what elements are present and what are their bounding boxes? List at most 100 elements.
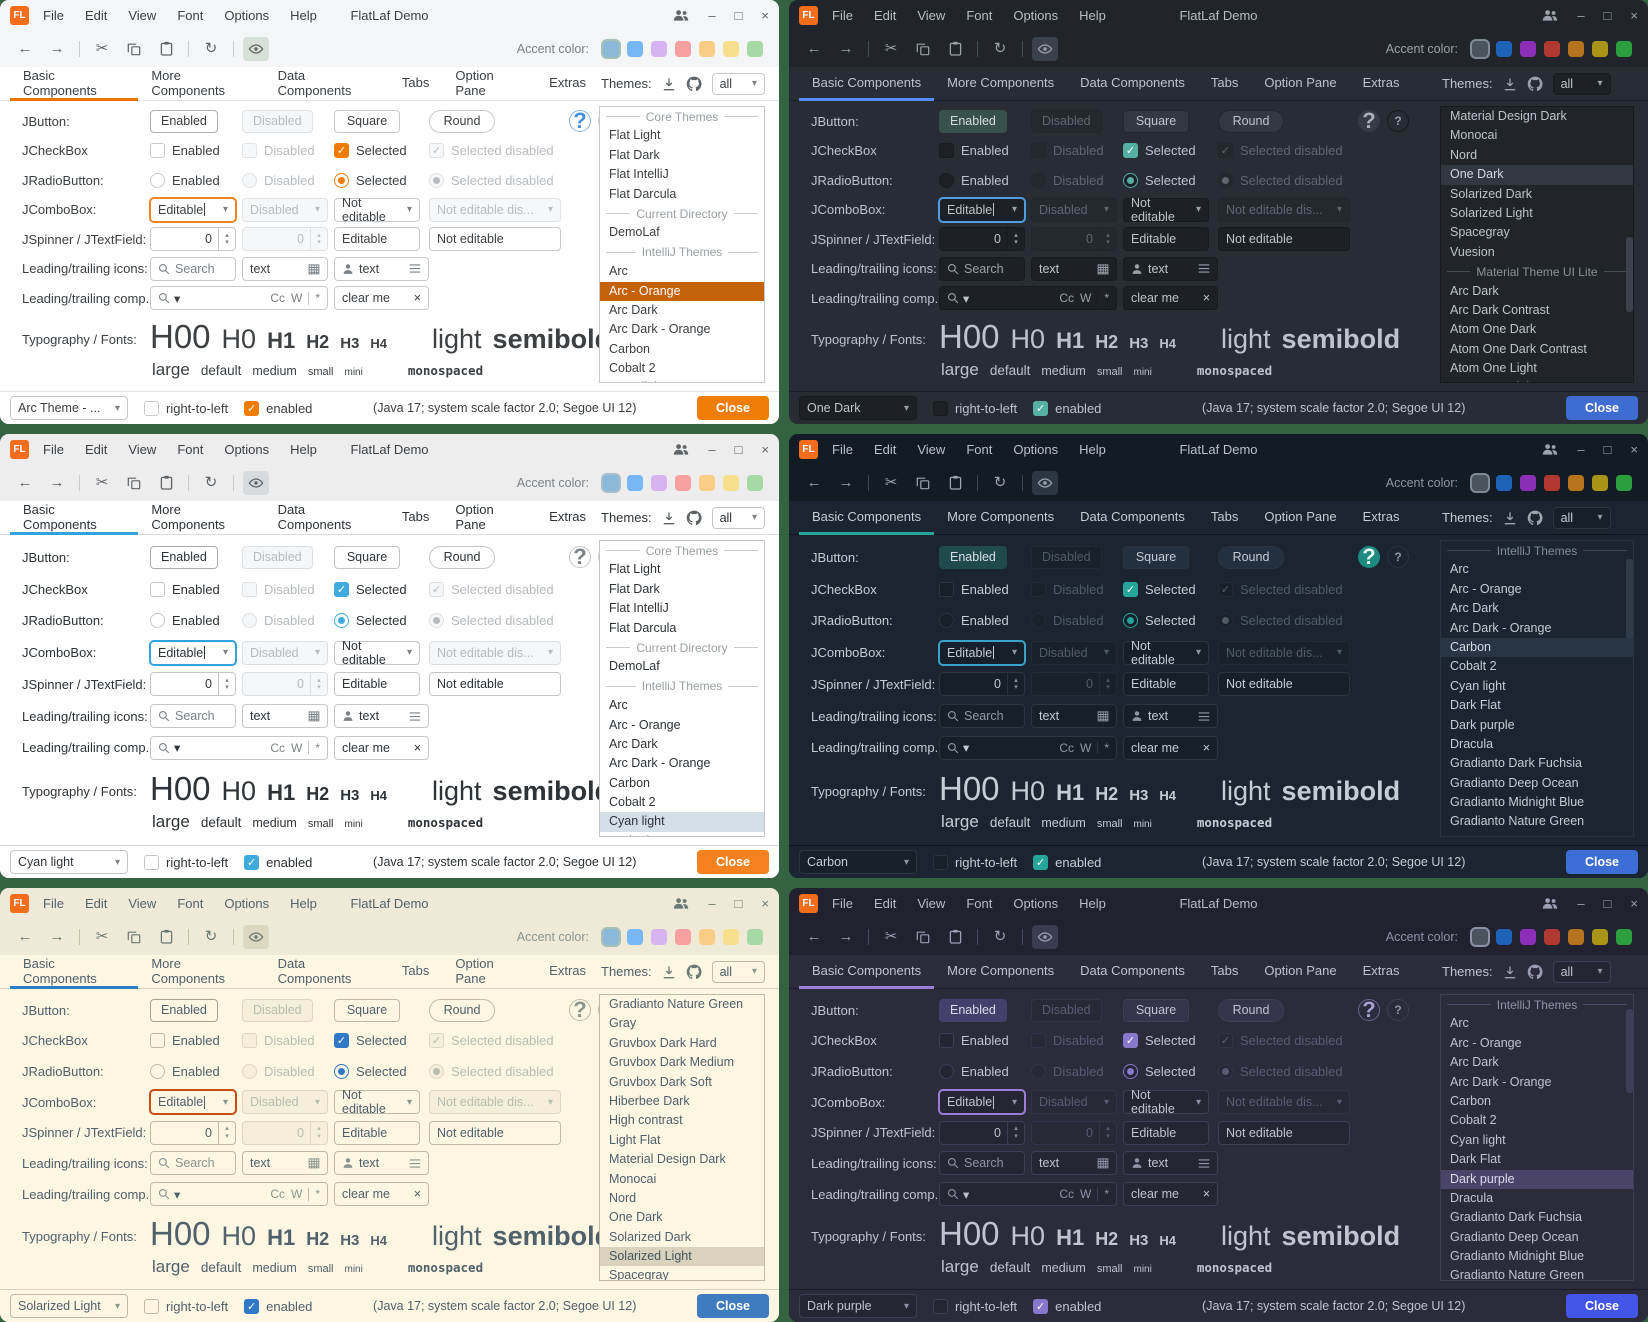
checkbox-enabled[interactable]: Enabled <box>150 581 220 597</box>
menu-font[interactable]: Font <box>966 441 993 457</box>
theme-list-item[interactable]: Gradianto Midnight Blue <box>1450 795 1585 810</box>
theme-list-item[interactable]: Dark Flat <box>600 832 764 836</box>
menu-options[interactable]: Options <box>224 895 270 911</box>
theme-list-item[interactable]: Flat Light <box>609 128 661 143</box>
accent-swatch[interactable] <box>1568 474 1584 491</box>
forward-button[interactable]: → <box>49 474 65 491</box>
accent-swatch[interactable] <box>1520 40 1536 57</box>
close-button[interactable]: Close <box>697 1294 769 1318</box>
refresh-icon[interactable]: ↻ <box>204 474 218 491</box>
theme-list-item[interactable]: Gray <box>609 1016 637 1031</box>
github-icon[interactable] <box>686 76 702 92</box>
cut-icon[interactable]: ✂ <box>95 40 109 57</box>
square-button[interactable]: Square <box>334 998 400 1022</box>
paste-icon[interactable] <box>153 925 179 949</box>
theme-list-item[interactable]: Solarized Light <box>600 1247 764 1267</box>
maximize-button[interactable]: □ <box>734 441 743 457</box>
menu-file[interactable]: File <box>832 441 853 457</box>
eye-icon[interactable] <box>1032 924 1058 949</box>
tab-basic-components[interactable]: Basic Components <box>799 67 935 101</box>
theme-list-item[interactable]: Gradianto Nature Green <box>609 997 744 1011</box>
search-input[interactable]: Search <box>939 704 1025 729</box>
theme-list-item[interactable]: Monocai <box>609 1171 657 1186</box>
enabled-checkbox[interactable]: ✓ enabled <box>244 854 312 870</box>
tab-tabs[interactable]: Tabs <box>1210 963 1239 978</box>
spinner[interactable]: 0 ▴ ▾ <box>939 672 1025 697</box>
search-with-components[interactable]: ▾ Cc W * <box>150 286 328 311</box>
download-icon[interactable] <box>1503 965 1517 979</box>
theme-list-item[interactable]: Flat IntelliJ <box>609 167 669 182</box>
theme-list-item[interactable]: Cobalt 2 <box>1450 659 1497 674</box>
users-icon[interactable] <box>673 896 689 910</box>
menu-view[interactable]: View <box>128 7 157 23</box>
theme-list-item[interactable]: Gruvbox Dark Soft <box>609 1074 712 1089</box>
textfield-calendar[interactable]: text <box>1031 1151 1117 1176</box>
checkbox-selected[interactable]: ✓ Selected <box>334 143 407 159</box>
tab-data-components[interactable]: Data Components <box>277 501 352 532</box>
menu-view[interactable]: View <box>917 895 946 911</box>
help-button[interactable]: ? <box>569 997 591 1022</box>
accent-swatch[interactable] <box>1496 40 1512 57</box>
theme-list-item[interactable]: Atom One Dark <box>1450 322 1537 337</box>
tab-extras[interactable]: Extras <box>549 963 586 978</box>
theme-list-item[interactable]: Arc Dark - Orange <box>1450 620 1552 635</box>
radio-selected[interactable]: Selected <box>334 1063 407 1079</box>
themes-filter-combo[interactable]: all ▾ <box>711 960 765 983</box>
paste-icon[interactable] <box>153 37 179 61</box>
accent-swatch[interactable] <box>675 928 691 945</box>
combobox-editable[interactable]: Editable ▾ <box>150 197 236 222</box>
theme-selector-combo[interactable]: Carbon ▾ <box>799 850 917 874</box>
whole-word-button[interactable]: W <box>1080 740 1092 755</box>
menu-edit[interactable]: Edit <box>873 895 897 911</box>
accent-swatch[interactable] <box>675 474 691 491</box>
theme-list-item[interactable]: DemoLaf <box>609 659 660 674</box>
right-to-left-checkbox[interactable]: right-to-left <box>933 854 1017 870</box>
theme-selector-combo[interactable]: Dark purple ▾ <box>799 1294 917 1318</box>
whole-word-button[interactable]: W <box>291 740 303 755</box>
textfield-editable[interactable]: Editable <box>334 1120 420 1145</box>
square-button[interactable]: Square <box>1123 998 1189 1022</box>
accent-swatch[interactable] <box>1472 928 1488 945</box>
menu-options[interactable]: Options <box>1013 441 1059 457</box>
menu-options[interactable]: Options <box>224 441 270 457</box>
refresh-icon[interactable]: ↻ <box>993 474 1007 491</box>
spinner[interactable]: 0 ▴ ▾ <box>150 227 236 252</box>
chevron-down-icon[interactable]: ▾ <box>963 291 970 306</box>
textfield-user-list[interactable]: text <box>334 704 429 729</box>
help-button[interactable]: ? <box>1358 108 1380 133</box>
combobox-not-editable[interactable]: Not editable ▾ <box>1123 639 1209 667</box>
accent-swatch[interactable] <box>723 40 739 57</box>
chevron-down-icon[interactable]: ▾ <box>174 291 181 306</box>
themes-filter-combo[interactable]: all ▾ <box>711 506 765 529</box>
square-button[interactable]: Square <box>334 545 400 569</box>
round-button[interactable]: Round <box>429 998 495 1022</box>
cut-icon[interactable]: ✂ <box>884 474 898 491</box>
tab-more-components[interactable]: More Components <box>151 501 226 532</box>
minimize-button[interactable]: – <box>708 441 716 457</box>
search-with-components[interactable]: ▾ Cc W * <box>150 1182 328 1207</box>
scrollbar-thumb[interactable] <box>1626 1009 1633 1093</box>
enabled-button[interactable]: Enabled <box>939 545 1007 569</box>
enabled-button[interactable]: Enabled <box>150 109 218 133</box>
tab-extras[interactable]: Extras <box>1362 75 1400 90</box>
menu-file[interactable]: File <box>43 7 64 23</box>
search-input[interactable]: Search <box>939 256 1025 281</box>
accent-swatch[interactable] <box>627 928 643 945</box>
github-icon[interactable] <box>686 964 702 980</box>
tab-extras[interactable]: Extras <box>1362 963 1400 978</box>
menu-font[interactable]: Font <box>966 895 993 911</box>
theme-list-item[interactable]: Cobalt 2 <box>1450 1113 1497 1128</box>
theme-list-item[interactable]: Gradianto Midnight Blue <box>1450 1249 1585 1264</box>
menu-help[interactable]: Help <box>290 895 317 911</box>
close-button[interactable]: Close <box>697 396 769 420</box>
help-button[interactable]: ? <box>569 108 591 133</box>
whole-word-button[interactable]: W <box>1080 291 1092 306</box>
theme-list-item[interactable]: Carbon <box>1441 637 1633 658</box>
clear-icon[interactable]: × <box>1202 1187 1210 1202</box>
maximize-button[interactable]: □ <box>1603 895 1612 911</box>
theme-selector-combo[interactable]: Cyan light ▾ <box>10 850 128 874</box>
paste-icon[interactable] <box>153 471 179 495</box>
accent-swatch[interactable] <box>627 40 643 57</box>
close-button[interactable]: Close <box>1566 850 1638 874</box>
tab-data-components[interactable]: Data Components <box>277 955 352 986</box>
